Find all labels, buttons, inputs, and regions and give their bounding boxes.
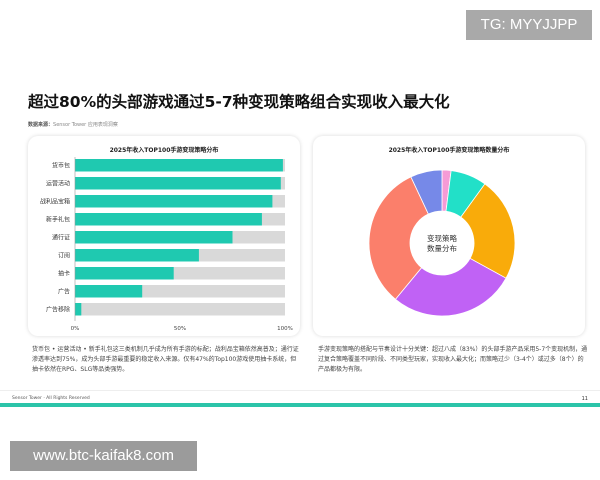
x-tick-label: 100% [277,326,293,332]
data-source: 数据来源：Sensor Tower 应用表现洞察 [28,122,118,128]
bar-category-label: 新手礼包 [46,215,70,223]
donut-chart: 变现策略数量分布 [368,169,516,317]
bar-8 [75,303,82,316]
bar-0 [75,159,283,172]
bar-chart-card: 2025年收入TOP100手游变现策略分布 货币包运营活动战利品宝箱新手礼包通行… [28,136,300,336]
bar-7 [75,285,143,298]
bar-category-label: 通行证 [52,233,70,241]
bar-track [75,303,285,316]
page-number: 11 [581,396,588,402]
bar-chart-title: 2025年收入TOP100手游变现策略分布 [109,147,219,154]
watermark-top: TG: MYYJJPP [466,10,592,40]
x-tick-label: 0% [71,326,80,332]
footer-line [0,403,600,407]
donut-center-label: 变现策略 [427,233,457,243]
paragraph-left: 货币包 • 运营活动 • 新手礼包这三类机制几乎成为所有手游的标配；战利品宝箱依… [32,346,299,373]
donut-slice-3 [394,257,507,317]
bar-category-label: 战利品宝箱 [40,197,70,205]
bar-category-label: 运营活动 [46,179,70,187]
bar-category-label: 订阅 [58,251,70,259]
donut-chart-card: 2025年收入TOP100手游变现策略数量分布 变现策略 数量分布 [313,136,585,336]
donut-center-label: 数量分布 [427,243,457,253]
watermark-bottom: www.btc-kaifak8.com [10,441,197,471]
bar-3 [75,213,262,226]
divider [0,390,600,391]
donut-slice-4 [368,176,429,300]
bar-category-label: 广告 [58,287,70,295]
bar-category-label: 抽卡 [58,269,70,277]
paragraph-right: 手游变现策略的搭配与节奏设计十分关键：超过八成（83%）的头部手游产品采用5-7… [318,346,588,373]
bar-category-label: 货币包 [52,161,70,169]
x-tick-label: 50% [174,326,186,332]
bar-2 [75,195,273,208]
bar-category-label: 广告移除 [46,305,70,313]
donut-chart-title: 2025年收入TOP100手游变现策略数量分布 [388,147,510,154]
page-title: 超过80%的头部游戏通过5-7种变现策略组合实现收入最大化 [28,93,450,111]
bar-1 [75,177,281,190]
bar-6 [75,267,174,280]
footer-copyright: Sensor Tower · All Rights Reserved [12,396,90,401]
bar-4 [75,231,233,244]
bar-5 [75,249,199,262]
donut-slice-2 [460,183,516,279]
donut-slice-5 [410,169,443,215]
